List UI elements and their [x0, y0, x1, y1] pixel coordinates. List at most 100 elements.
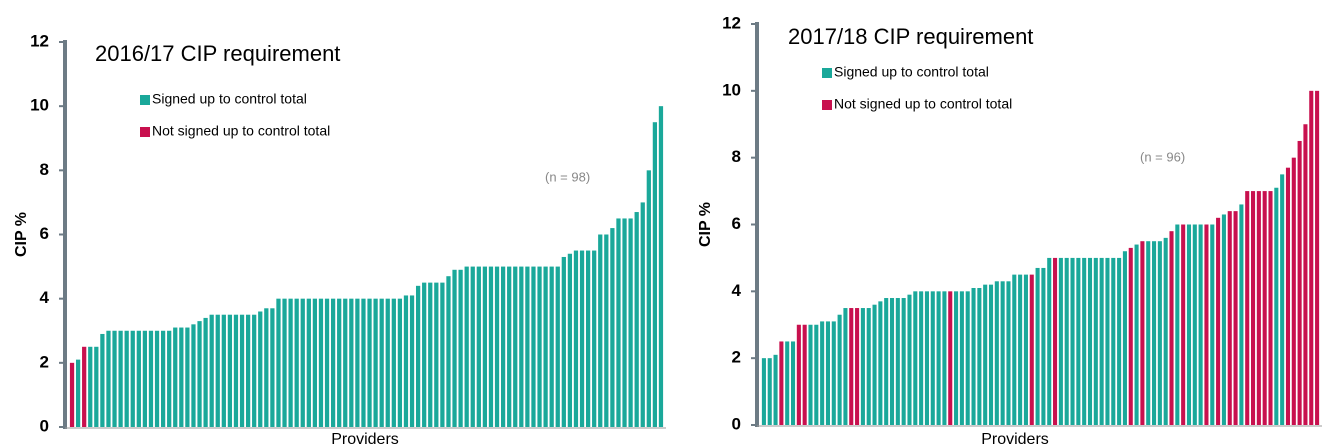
legend-swatch — [822, 68, 832, 78]
bar — [525, 266, 530, 427]
bar — [482, 266, 488, 427]
bar — [959, 291, 964, 425]
bar — [1204, 224, 1209, 425]
bar — [349, 298, 354, 427]
bar — [264, 308, 269, 427]
bar — [1198, 224, 1203, 425]
bar — [428, 282, 433, 427]
bar — [1012, 274, 1017, 425]
bar — [1256, 191, 1261, 425]
bar — [312, 298, 318, 427]
bar — [1117, 257, 1122, 425]
bar — [1111, 257, 1116, 425]
bar — [1140, 241, 1145, 425]
bar — [1134, 244, 1139, 425]
bar — [1029, 274, 1034, 425]
y-tick-label: 4 — [732, 281, 742, 300]
bar — [889, 298, 895, 425]
y-tick-label: 12 — [722, 13, 741, 32]
bar — [901, 298, 906, 425]
bar — [294, 298, 299, 427]
bar — [476, 266, 481, 427]
bar — [148, 330, 154, 427]
bar — [954, 291, 959, 425]
bar — [1047, 257, 1052, 425]
bar — [567, 253, 573, 427]
bar — [106, 330, 111, 427]
bar — [860, 308, 865, 425]
bar — [884, 298, 889, 425]
bar — [355, 298, 360, 427]
bar — [1163, 237, 1168, 425]
bar — [415, 285, 421, 427]
bar — [88, 346, 93, 427]
bar — [288, 298, 293, 427]
bar — [1070, 257, 1075, 425]
bar — [585, 250, 591, 427]
bar — [1157, 241, 1162, 425]
bar — [1274, 187, 1279, 425]
bar — [988, 284, 994, 425]
bar — [160, 330, 166, 427]
bar — [1122, 251, 1127, 425]
annotation: (n = 98) — [545, 169, 590, 184]
bar — [855, 308, 860, 425]
bar — [543, 266, 548, 427]
bar — [1280, 174, 1285, 425]
bar — [124, 330, 129, 427]
bar — [470, 266, 475, 427]
bar — [154, 330, 160, 427]
chart: 0 2 4 6 8 10 12 2016/17 CIP requirement Signed u… — [13, 31, 666, 448]
bar — [790, 341, 796, 425]
bar — [1297, 140, 1302, 426]
bar — [1315, 90, 1320, 425]
bar — [507, 266, 512, 427]
bar — [878, 301, 883, 425]
bar — [948, 291, 953, 425]
bar — [500, 266, 506, 427]
bar — [907, 294, 912, 425]
y-tick-label: 12 — [30, 31, 49, 50]
legend-label: Not signed up to control total — [834, 96, 1012, 112]
bar — [1192, 224, 1197, 425]
bar — [592, 250, 597, 427]
bar — [373, 298, 378, 427]
bar — [330, 298, 336, 427]
bar — [831, 321, 836, 425]
bar — [779, 341, 784, 425]
bar — [1169, 231, 1174, 425]
legend-label: Signed up to control total — [152, 91, 307, 107]
bar — [252, 314, 257, 427]
bar — [913, 291, 918, 425]
legend-swatch — [140, 95, 150, 105]
bar — [75, 359, 81, 427]
bar — [814, 324, 819, 425]
bar — [531, 266, 536, 427]
bar — [1216, 217, 1221, 425]
bar — [1250, 191, 1256, 425]
bar — [215, 314, 220, 427]
bar — [983, 284, 988, 425]
y-tick-label: 10 — [722, 80, 741, 99]
bar — [1099, 257, 1104, 425]
bar — [610, 228, 615, 427]
bar — [337, 298, 342, 427]
bar — [773, 354, 778, 425]
bar — [1152, 241, 1157, 425]
bar — [808, 324, 813, 425]
chart-title: 2016/17 CIP requirement — [95, 41, 340, 66]
bar — [1303, 124, 1308, 425]
bar — [391, 298, 396, 427]
y-axis-label: CIP % — [697, 202, 714, 247]
bar — [796, 324, 801, 425]
bar — [1128, 247, 1133, 425]
bar — [977, 287, 982, 425]
bar — [488, 266, 494, 427]
legend-swatch — [140, 127, 150, 137]
bar — [1262, 191, 1267, 425]
bar — [942, 291, 947, 425]
bar — [1233, 211, 1238, 425]
y-axis-label: CIP % — [13, 212, 30, 257]
bar — [1006, 281, 1011, 425]
